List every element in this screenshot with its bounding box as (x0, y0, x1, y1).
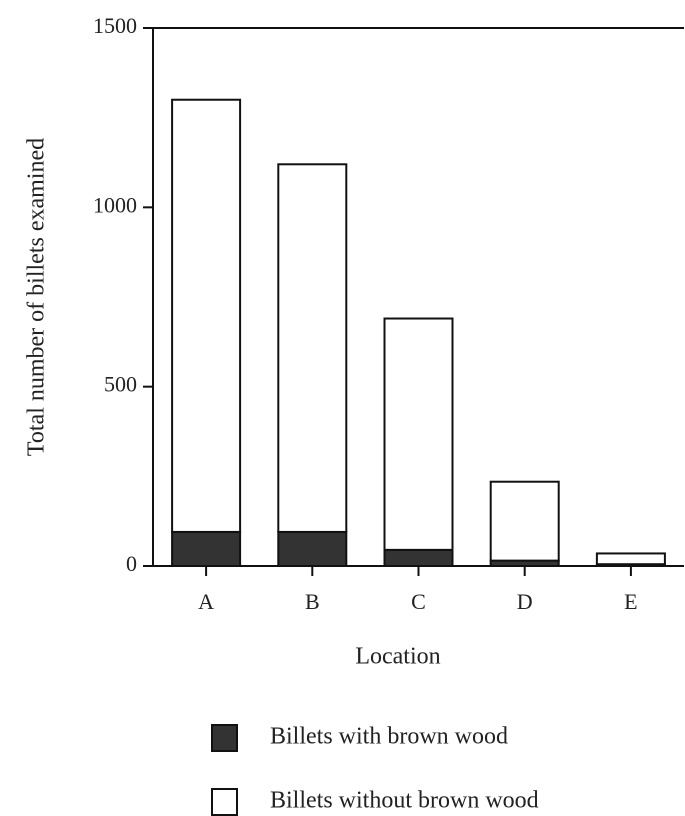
bar-segment (171, 98, 242, 533)
bar-segment (171, 530, 242, 568)
legend-label: Billets without brown wood (270, 788, 539, 814)
legend-swatch (211, 788, 238, 816)
y-tick-label: 0 (126, 551, 137, 576)
y-tick-label: 1500 (93, 13, 137, 38)
y-axis-label: Total number of billets examined (24, 138, 50, 456)
x-tick-label: B (305, 589, 320, 614)
bar-segment (489, 480, 560, 562)
bar-segment (595, 552, 666, 566)
bar-segment (277, 163, 348, 533)
x-tick-label: A (198, 589, 214, 614)
y-tick-label: 1000 (93, 192, 137, 217)
bar-segment (383, 317, 454, 551)
x-tick-label: E (624, 589, 637, 614)
bar-segment (277, 530, 348, 568)
x-tick-label: C (411, 589, 426, 614)
y-tick-label: 500 (104, 372, 137, 397)
x-axis-label: Location (355, 644, 440, 670)
legend-swatch (211, 724, 238, 752)
x-tick-label: D (517, 589, 533, 614)
bar-segment (383, 548, 454, 567)
legend-label: Billets with brown wood (270, 724, 508, 750)
